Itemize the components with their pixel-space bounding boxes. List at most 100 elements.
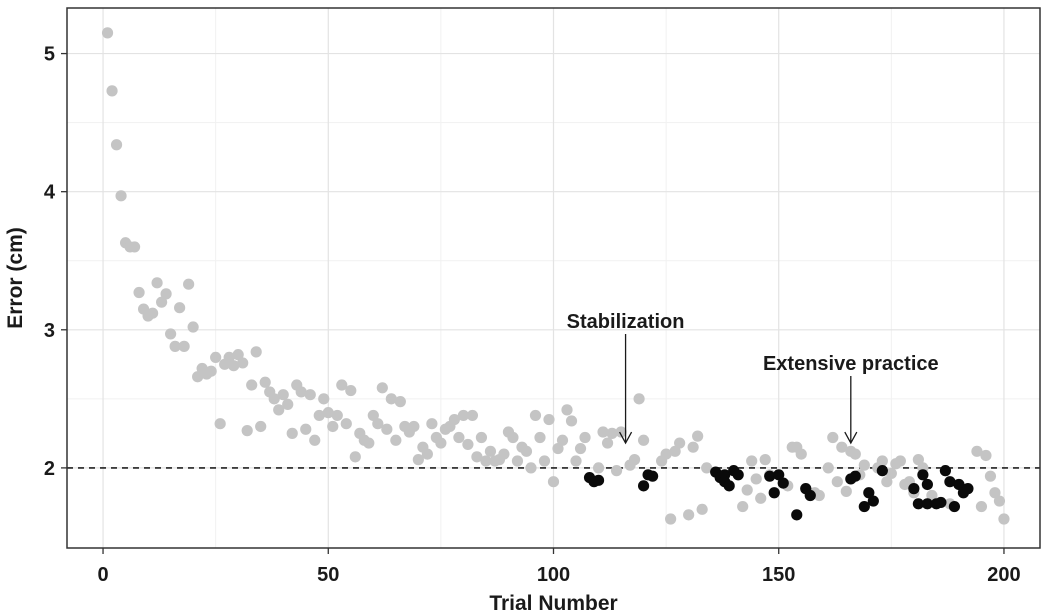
data-point-gray [606, 427, 618, 439]
data-point-black [948, 500, 961, 513]
y-tick-label: 5 [44, 44, 55, 66]
data-point-gray [408, 420, 420, 433]
data-point-gray [345, 384, 357, 397]
data-point-gray [971, 445, 983, 457]
data-point-gray [926, 489, 938, 502]
data-point-gray [349, 451, 361, 463]
data-point-gray [993, 495, 1006, 507]
data-point-gray [192, 371, 204, 383]
data-point-gray [322, 407, 334, 419]
y-tick-label: 4 [44, 182, 56, 204]
data-point-gray [552, 442, 564, 455]
data-point-gray [687, 441, 699, 453]
axes: 0 50 100 150 200 2 3 4 5 [44, 44, 1021, 586]
data-point-black [944, 476, 956, 488]
data-point-gray [674, 437, 686, 449]
data-point-gray [304, 389, 316, 401]
x-tick-label: 0 [97, 564, 108, 586]
data-point-gray [836, 441, 848, 453]
data-point-gray [989, 487, 1001, 499]
data-point-black [849, 470, 861, 482]
annotation-label: Extensive practice [763, 353, 939, 375]
data-point-gray [570, 455, 582, 467]
data-point-gray [205, 365, 217, 377]
data-point-gray [223, 351, 235, 364]
annotation-arrow-head [619, 431, 633, 445]
data-point-gray [574, 442, 587, 455]
data-point-gray [561, 404, 573, 416]
data-point-gray [615, 426, 627, 438]
data-point-black [777, 477, 789, 489]
data-point-gray [827, 431, 839, 444]
data-point-gray [237, 357, 249, 369]
data-point-gray [318, 393, 330, 405]
data-point-gray [471, 451, 483, 463]
data-point-gray [466, 409, 479, 422]
data-point-gray [701, 462, 713, 474]
data-point-gray [187, 321, 199, 333]
data-point-gray [980, 449, 992, 462]
data-point-gray [741, 484, 753, 496]
data-point-gray [592, 462, 605, 474]
data-point-gray [286, 427, 298, 439]
data-point-black [867, 495, 879, 507]
data-point-gray [597, 426, 609, 438]
y-axis-title: Error (cm) [4, 227, 27, 329]
data-point-gray [565, 415, 578, 427]
data-point-gray [480, 455, 492, 467]
data-point-gray [183, 278, 195, 290]
data-point-gray [556, 434, 569, 446]
data-point-black [791, 509, 803, 521]
data-point-gray [300, 423, 312, 435]
data-point-black [592, 474, 605, 486]
x-tick-label: 50 [317, 564, 339, 586]
data-point-gray [858, 459, 870, 471]
data-point-gray [885, 467, 897, 480]
data-point-black [908, 483, 920, 495]
x-tick-label: 150 [762, 564, 795, 586]
data-point-black [921, 478, 933, 491]
data-point-gray [912, 454, 924, 466]
data-point-black [935, 496, 947, 509]
data-point-gray [165, 328, 177, 340]
data-point-gray [525, 462, 537, 474]
data-point-gray [696, 503, 708, 515]
data-point-gray [601, 437, 614, 449]
data-point-gray [255, 420, 267, 433]
data-point-gray [984, 470, 997, 482]
data-point-black [647, 470, 659, 482]
data-points [101, 27, 1010, 525]
data-point-black [953, 478, 965, 491]
data-point-black [773, 469, 785, 481]
data-point-gray [110, 139, 123, 151]
data-point-gray [692, 430, 704, 442]
data-point-gray [295, 386, 307, 398]
x-tick-label: 100 [537, 564, 570, 586]
data-point-gray [367, 409, 379, 422]
data-point-gray [246, 379, 258, 391]
data-point-gray [241, 425, 253, 437]
data-point-gray [511, 455, 524, 467]
data-point-gray [259, 376, 271, 388]
data-point-gray [282, 398, 294, 410]
data-point-gray [876, 455, 888, 467]
data-point-gray [268, 393, 280, 405]
y-tick-label: 3 [44, 320, 55, 342]
data-point-gray [309, 434, 321, 446]
data-point-gray [755, 492, 767, 504]
data-point-gray [849, 448, 861, 460]
data-point-gray [633, 393, 645, 405]
data-point-gray [840, 485, 852, 497]
data-point-gray [498, 448, 510, 460]
data-point-black [962, 483, 974, 495]
data-point-gray [106, 85, 118, 97]
data-point-gray [831, 476, 843, 488]
data-point-gray [133, 286, 145, 299]
data-point-gray [746, 455, 758, 467]
data-point-gray [998, 513, 1010, 525]
annotation-arrow-head [844, 431, 858, 445]
data-point-gray [313, 409, 325, 422]
data-point-gray [543, 413, 555, 426]
